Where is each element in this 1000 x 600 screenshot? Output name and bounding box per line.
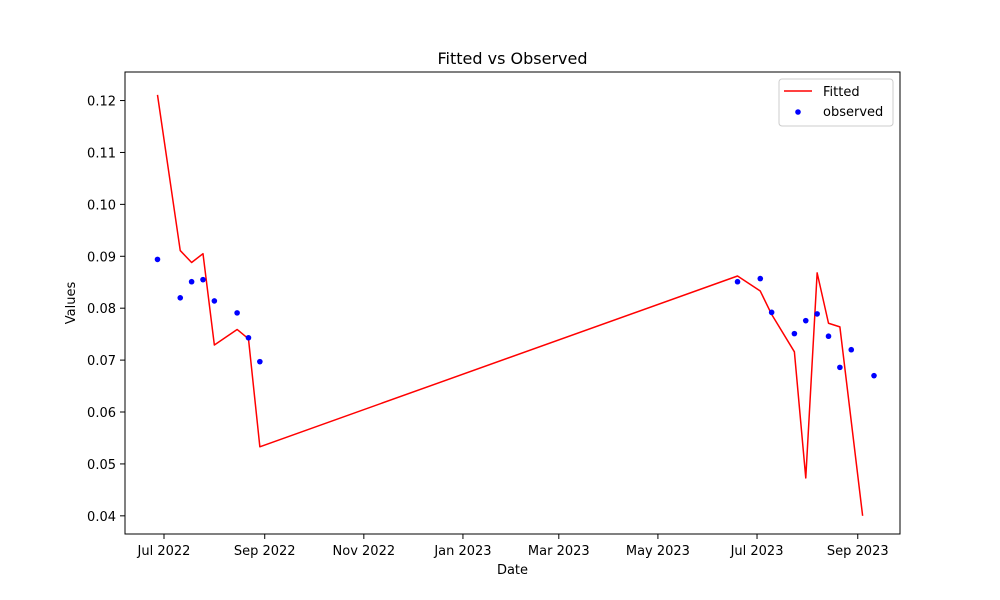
x-tick-label: Sep 2022 (234, 544, 296, 559)
x-tick-label: Jan 2023 (433, 544, 491, 559)
observed-point (211, 298, 218, 304)
fitted-line (156, 94, 864, 516)
legend: Fitted observed (778, 78, 894, 127)
observed-point (257, 358, 263, 365)
observed-point (825, 333, 832, 340)
y-tick-label: 0.12 (87, 95, 116, 110)
y-tick-label: 0.09 (87, 250, 116, 265)
y-tick-label: 0.05 (87, 458, 116, 473)
observed-point (734, 278, 741, 285)
observed-point (768, 309, 775, 316)
x-tick-label: May 2023 (626, 544, 690, 559)
observed-point (814, 311, 820, 317)
legend-label: Fitted (823, 85, 860, 100)
observed-point (245, 334, 252, 341)
x-tick-label: Nov 2022 (333, 544, 396, 559)
y-tick-label: 0.11 (87, 146, 116, 161)
observed-point (802, 317, 809, 324)
plot-frame (124, 71, 901, 535)
observed-point (757, 275, 764, 282)
observed-point (871, 372, 877, 379)
y-axis: 0.04 0.05 0.06 0.07 0.08 0.09 0.10 0.11 0.12 (87, 95, 125, 525)
x-axis-label: Date (497, 563, 528, 578)
plot-content (154, 94, 877, 516)
observed-point (234, 310, 240, 316)
y-tick-label: 0.07 (87, 354, 116, 369)
y-tick-label: 0.06 (87, 406, 116, 421)
y-tick-label: 0.08 (87, 302, 116, 317)
x-tick-label: Sep 2023 (827, 544, 889, 559)
observed-point (177, 295, 184, 301)
chart-title: Fitted vs Observed (438, 49, 588, 68)
observed-point (791, 330, 798, 337)
observed-point (200, 276, 206, 283)
x-tick-label: Mar 2023 (528, 544, 590, 559)
observed-point (837, 364, 843, 371)
x-axis: Jul 2022 Sep 2022 Nov 2022 Jan 2023 Mar 2023… (137, 534, 889, 559)
observed-point (848, 346, 855, 353)
legend-label: observed (823, 105, 883, 120)
x-tick-label: Jul 2023 (730, 544, 784, 559)
y-axis-label: Values (64, 282, 79, 325)
observed-point (154, 256, 161, 263)
x-tick-label: Jul 2022 (137, 544, 191, 559)
legend-observed-swatch (795, 109, 801, 115)
y-tick-label: 0.10 (87, 198, 116, 213)
observed-point (188, 278, 195, 285)
y-tick-label: 0.04 (87, 510, 116, 525)
